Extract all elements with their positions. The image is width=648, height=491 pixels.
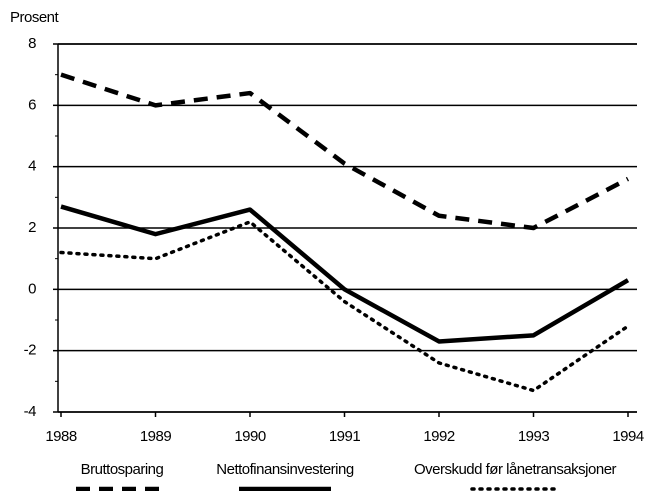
legend-label: Bruttosparing bbox=[81, 461, 164, 478]
y-tick-label: 0 bbox=[28, 280, 36, 297]
y-axis-label: Prosent bbox=[10, 9, 60, 26]
legend-label: Overskudd før lånetransaksjoner bbox=[414, 461, 617, 478]
y-tick-label: 6 bbox=[28, 96, 36, 113]
y-tick-label: 8 bbox=[28, 35, 36, 52]
series-line bbox=[60, 72, 630, 231]
y-tick-label: -2 bbox=[24, 342, 36, 359]
x-tick-label: 1990 bbox=[234, 428, 266, 445]
series-line bbox=[60, 204, 630, 344]
series-line bbox=[59, 220, 630, 393]
x-tick-label: 1993 bbox=[518, 428, 550, 445]
legend-label: Nettofinansinvestering bbox=[216, 461, 354, 478]
y-tick-label: -4 bbox=[24, 403, 36, 420]
x-tick-label: 1991 bbox=[329, 428, 361, 445]
x-tick-label: 1989 bbox=[140, 428, 172, 445]
y-tick-label: 4 bbox=[28, 158, 36, 175]
x-tick-label: 1988 bbox=[45, 428, 77, 445]
x-tick-label: 1992 bbox=[423, 428, 455, 445]
y-tick-label: 2 bbox=[28, 219, 36, 236]
x-tick-label: 1994 bbox=[612, 428, 644, 445]
